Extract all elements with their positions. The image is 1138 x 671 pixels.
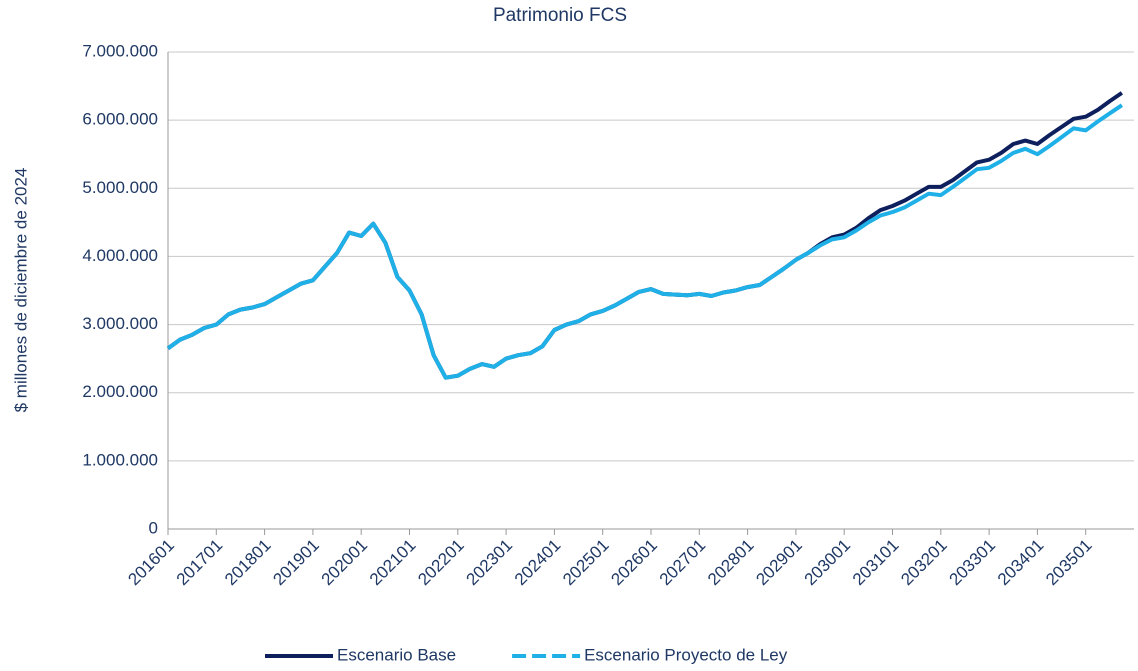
x-tick-label: 202901 xyxy=(752,536,806,590)
y-axis-label: $ millones de diciembre de 2024 xyxy=(11,168,30,413)
x-tick-label: 202101 xyxy=(366,536,420,590)
x-tick-label: 202601 xyxy=(607,536,661,590)
x-tick-label: 203401 xyxy=(994,536,1048,590)
x-tick-label: 203201 xyxy=(897,536,951,590)
x-tick-label: 203101 xyxy=(849,536,903,590)
series-line xyxy=(166,91,1124,380)
x-tick-label: 201701 xyxy=(173,536,227,590)
y-tick-label: 7.000.000 xyxy=(82,41,158,60)
y-tick-label: 6.000.000 xyxy=(82,110,158,129)
x-tick-label: 202301 xyxy=(463,536,517,590)
legend-label: Escenario Proyecto de Ley xyxy=(584,645,788,664)
y-tick-label: 2.000.000 xyxy=(82,382,158,401)
y-tick-label: 1.000.000 xyxy=(82,450,158,469)
x-tick-label: 202401 xyxy=(511,536,565,590)
x-tick-label: 203501 xyxy=(1042,536,1096,590)
x-tick-label: 202201 xyxy=(414,536,468,590)
chart-title: Patrimonio FCS xyxy=(493,5,627,26)
x-tick-label: 201901 xyxy=(269,536,323,590)
y-tick-label: 0 xyxy=(149,518,158,537)
x-tick-label: 201601 xyxy=(124,536,178,590)
x-tick-label: 202001 xyxy=(318,536,372,590)
y-tick-label: 5.000.000 xyxy=(82,178,158,197)
x-tick-label: 202701 xyxy=(656,536,710,590)
x-tick-label: 201801 xyxy=(221,536,275,590)
y-tick-label: 3.000.000 xyxy=(82,314,158,333)
y-tick-label: 4.000.000 xyxy=(82,246,158,265)
x-tick-label: 203301 xyxy=(946,536,1000,590)
series-line xyxy=(166,103,1124,380)
x-tick-label: 203001 xyxy=(801,536,855,590)
x-tick-label: 202801 xyxy=(704,536,758,590)
legend-label: Escenario Base xyxy=(337,645,456,664)
x-tick-label: 202501 xyxy=(559,536,613,590)
